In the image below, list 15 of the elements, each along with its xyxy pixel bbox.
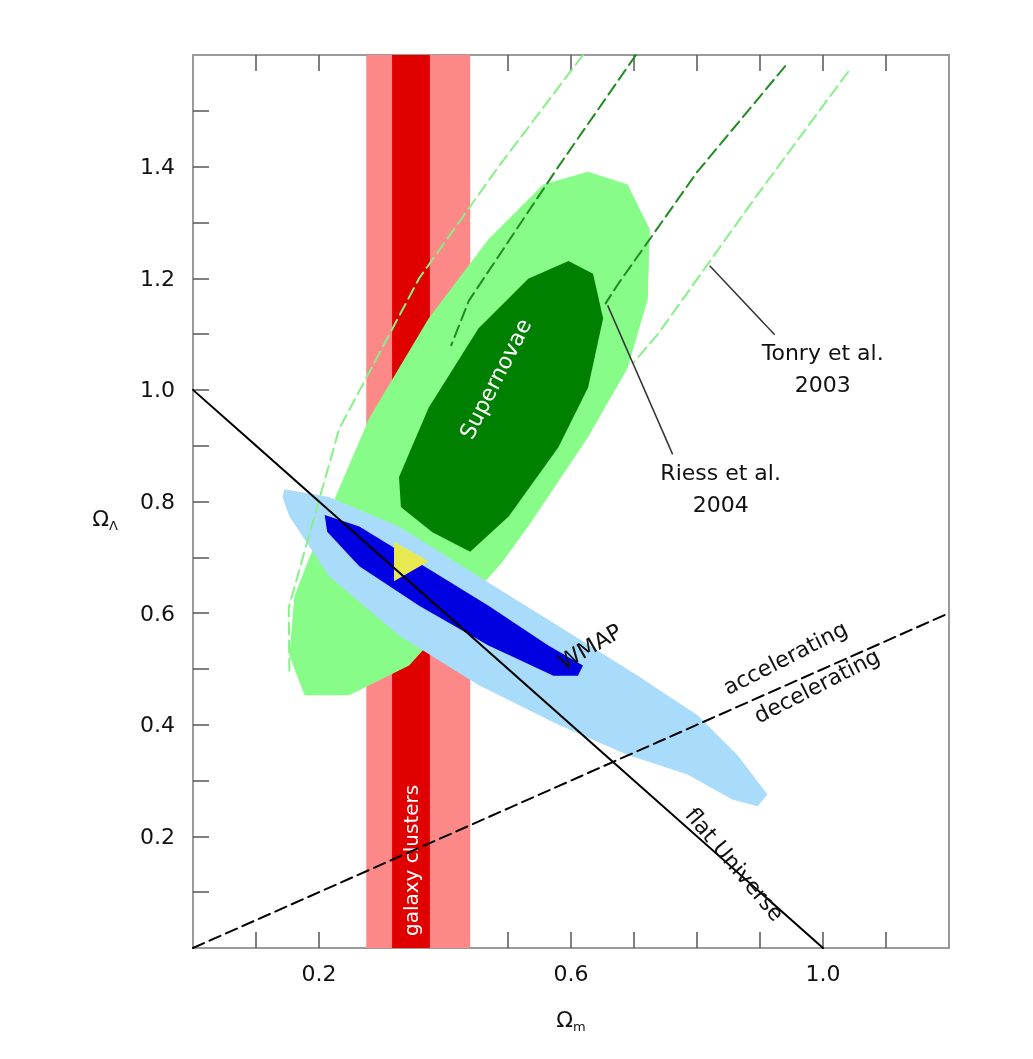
y-tick-label: 0.8 xyxy=(140,489,175,514)
x-tick-label: 1.0 xyxy=(805,960,841,986)
y-tick-label: 1.2 xyxy=(140,265,175,291)
y-tick-label: 1.0 xyxy=(140,377,175,403)
y-tick-label: 0.2 xyxy=(140,823,175,849)
y-tick-label: 1.4 xyxy=(140,154,175,180)
x-tick-label: 0.2 xyxy=(301,960,337,986)
annotation: Tonry et al. 2003 xyxy=(760,340,884,398)
y-tick-label: 0.6 xyxy=(140,600,175,626)
x-tick-label: 0.6 xyxy=(553,960,589,986)
y-tick-label: 0.4 xyxy=(140,712,175,738)
band-label: galaxy clusters xyxy=(398,784,423,936)
annotation: Riess et al. 2004 xyxy=(660,459,781,517)
line-series xyxy=(633,70,850,363)
line-series xyxy=(604,65,787,305)
